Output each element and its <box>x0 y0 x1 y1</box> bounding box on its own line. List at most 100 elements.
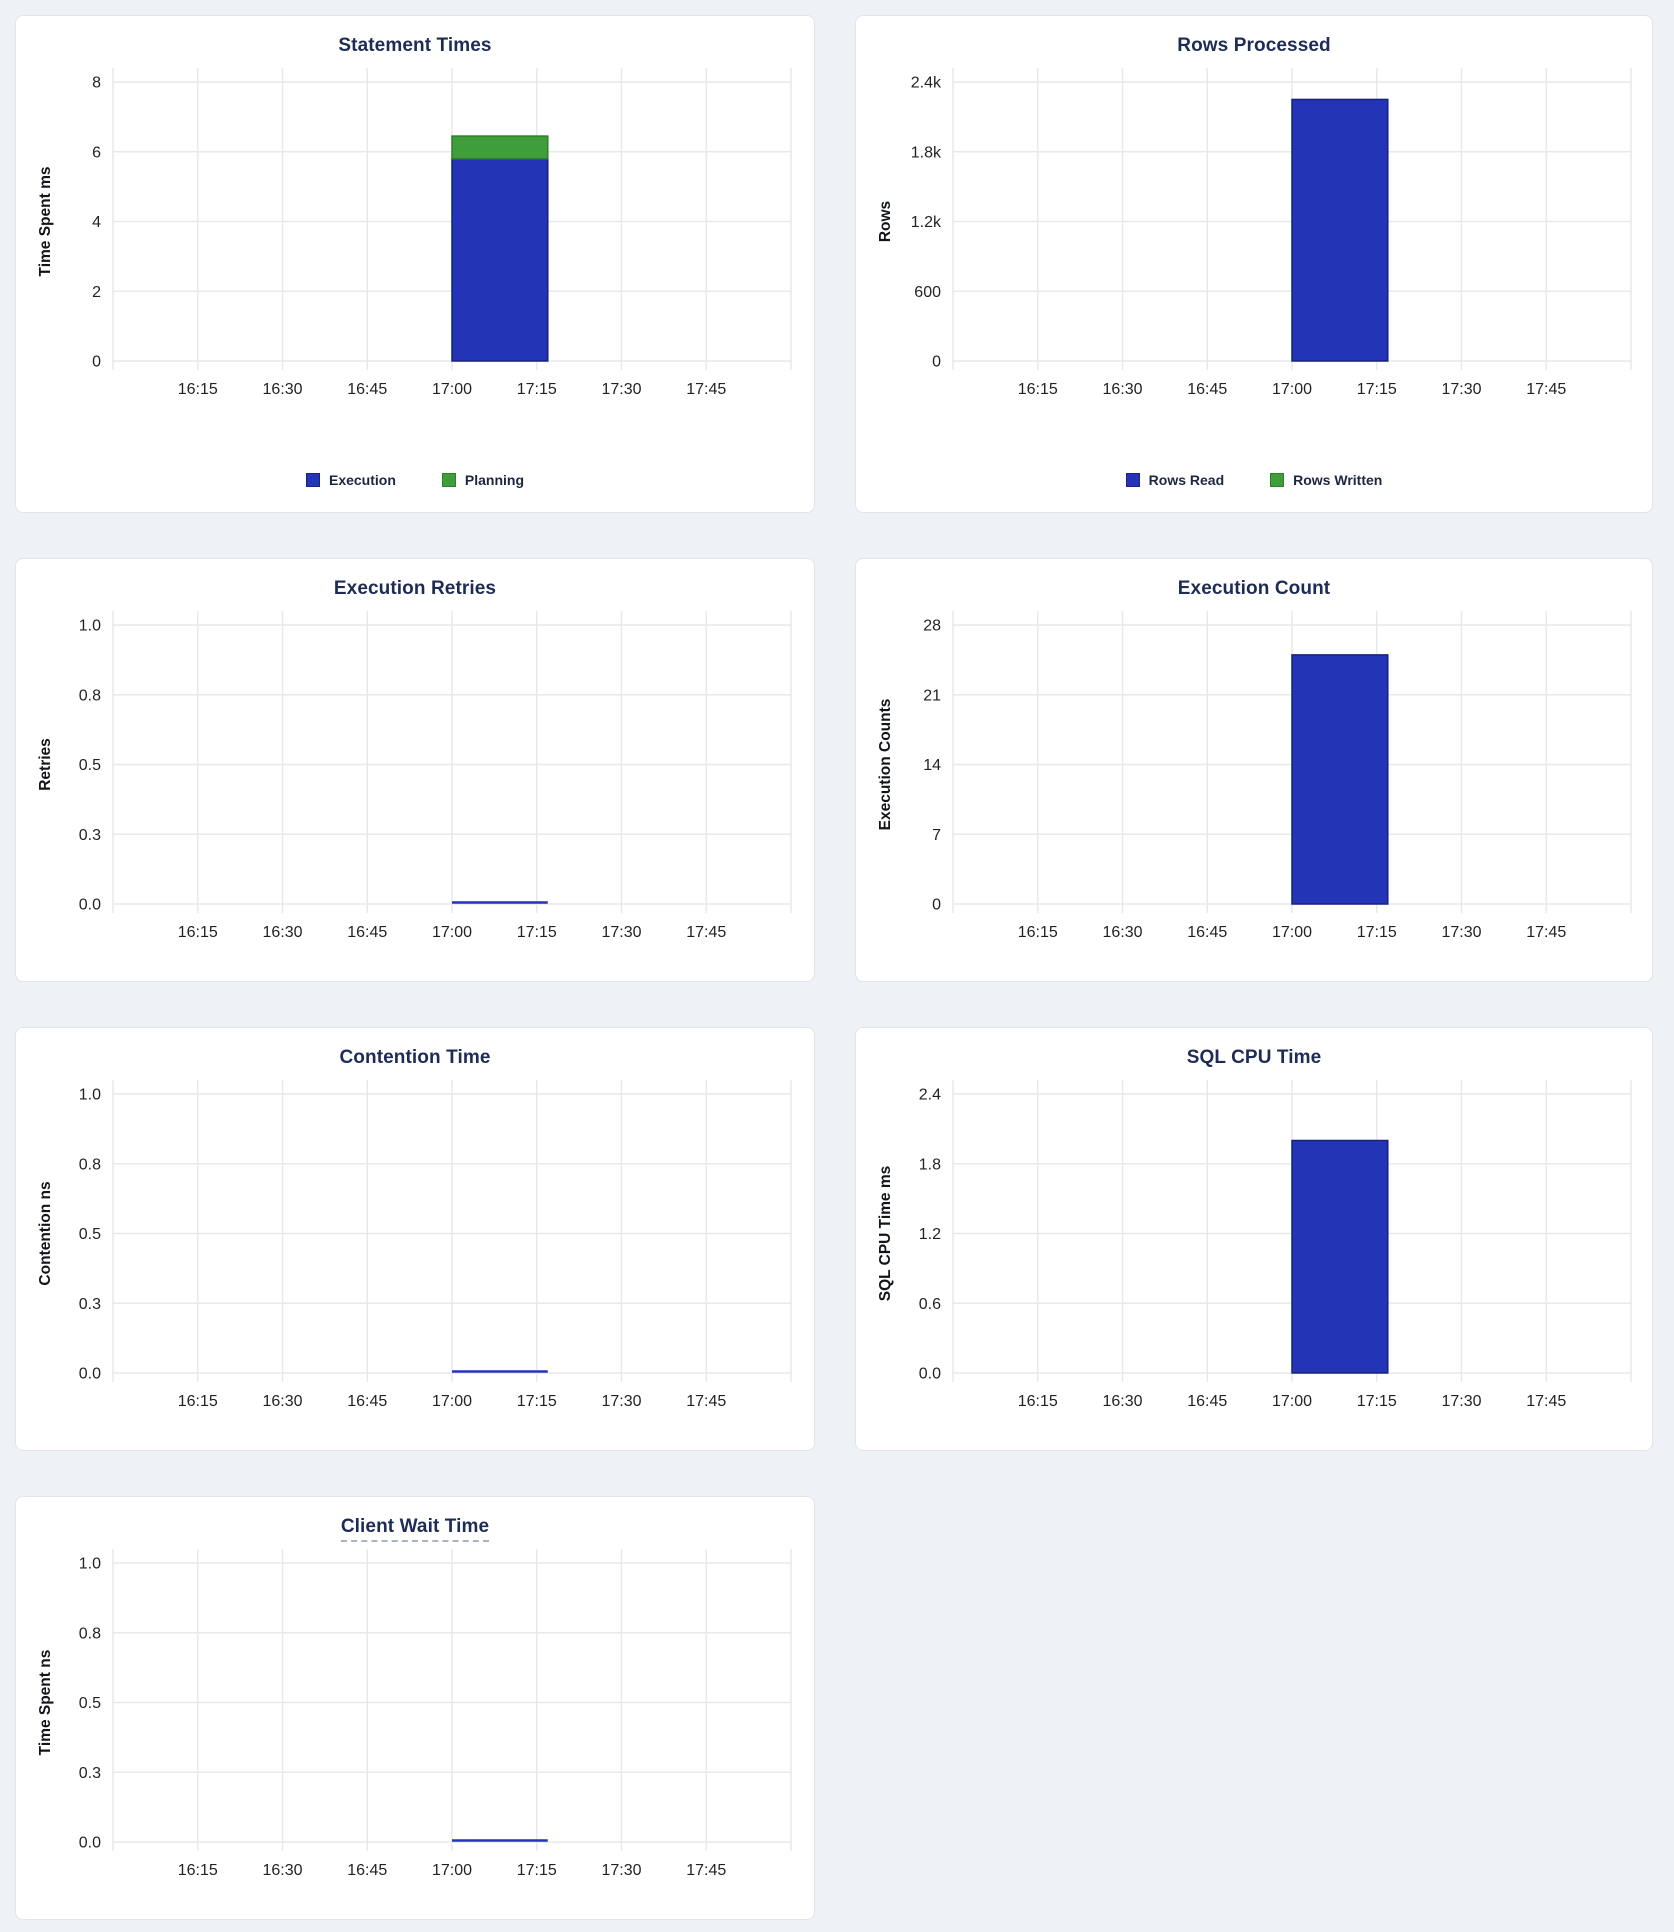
legend-item-planning: Planning <box>441 472 525 488</box>
svg-text:0.3: 0.3 <box>79 827 101 844</box>
chart-title-sql-cpu-time: SQL CPU Time <box>856 1047 1652 1069</box>
legend-item-execution: Execution <box>305 472 396 488</box>
chart-card-execution-count: Execution Count 0 7 14 21 28 16:15 16:30 16:45 1… <box>855 558 1653 982</box>
rows-processed-legend: Rows Read Rows Written <box>856 472 1652 488</box>
svg-text:0.5: 0.5 <box>79 757 101 774</box>
statement-times-plot[interactable]: 0 2 4 6 8 16:15 16:30 16:45 17:00 17:15 17:30 17:45… <box>16 16 814 512</box>
svg-text:17:30: 17:30 <box>1441 924 1481 941</box>
svg-text:16:15: 16:15 <box>1018 924 1058 941</box>
svg-text:16:30: 16:30 <box>262 1393 302 1410</box>
legend-item-rows-written: Rows Written <box>1270 472 1382 488</box>
chart-title-text: Statement Times <box>338 35 492 56</box>
svg-text:Contention ns: Contention ns <box>37 1181 54 1285</box>
legend-label: Execution <box>328 472 396 488</box>
svg-text:0.8: 0.8 <box>79 1156 101 1173</box>
chart-title-client-wait-time: Client Wait Time <box>16 1516 814 1542</box>
legend-label: Rows Written <box>1293 472 1383 488</box>
svg-text:17:00: 17:00 <box>432 381 472 398</box>
svg-text:17:15: 17:15 <box>1357 381 1397 398</box>
svg-text:17:45: 17:45 <box>686 381 726 398</box>
chart-title-text: Client Wait Time <box>340 1516 490 1542</box>
svg-text:Rows: Rows <box>877 201 894 242</box>
svg-text:16:30: 16:30 <box>1102 924 1142 941</box>
rows-processed-plot[interactable]: 0 600 1.2k 1.8k 2.4k 16:15 16:30 16:45 17:00 17:1… <box>856 16 1653 512</box>
svg-text:17:45: 17:45 <box>1526 924 1566 941</box>
execution-count-plot[interactable]: 0 7 14 21 28 16:15 16:30 16:45 17:00 17:15 17:30 17… <box>856 559 1653 981</box>
svg-text:17:00: 17:00 <box>432 924 472 941</box>
svg-text:17:30: 17:30 <box>601 1862 641 1879</box>
svg-text:17:45: 17:45 <box>686 924 726 941</box>
svg-text:17:00: 17:00 <box>1272 924 1312 941</box>
svg-text:17:30: 17:30 <box>1441 1393 1481 1410</box>
svg-text:17:30: 17:30 <box>601 381 641 398</box>
svg-text:17:30: 17:30 <box>601 924 641 941</box>
svg-text:16:15: 16:15 <box>1018 381 1058 398</box>
svg-text:0.0: 0.0 <box>79 897 101 914</box>
svg-text:17:30: 17:30 <box>1441 381 1481 398</box>
svg-text:17:00: 17:00 <box>1272 1393 1312 1410</box>
svg-text:Execution Counts: Execution Counts <box>877 699 894 831</box>
svg-text:17:00: 17:00 <box>1272 381 1312 398</box>
svg-text:16:30: 16:30 <box>1102 381 1142 398</box>
chart-card-statement-times: Statement Times 0 2 4 6 8 16:15 16:30 16:45 17:0… <box>15 15 815 513</box>
svg-text:17:15: 17:15 <box>517 381 557 398</box>
svg-text:0: 0 <box>92 354 101 371</box>
svg-text:16:15: 16:15 <box>178 1862 218 1879</box>
svg-text:0.8: 0.8 <box>79 687 101 704</box>
svg-text:16:45: 16:45 <box>1187 381 1227 398</box>
legend-label: Planning <box>464 472 525 488</box>
chart-card-client-wait-time: Client Wait Time 0.0 0.3 0.5 0.8 1.0 16:15 16:… <box>15 1496 815 1920</box>
chart-title-execution-count: Execution Count <box>856 578 1652 600</box>
legend-item-rows-read: Rows Read <box>1125 472 1225 488</box>
svg-text:4: 4 <box>92 214 101 231</box>
svg-text:1.2k: 1.2k <box>911 214 942 231</box>
svg-text:1.8: 1.8 <box>919 1156 941 1173</box>
svg-text:SQL CPU Time ms: SQL CPU Time ms <box>877 1166 894 1302</box>
svg-text:1.2: 1.2 <box>919 1226 941 1243</box>
chart-title-text: SQL CPU Time <box>1186 1047 1322 1068</box>
svg-text:0: 0 <box>932 897 941 914</box>
svg-text:0.3: 0.3 <box>79 1765 101 1782</box>
chart-card-contention-time: Contention Time 0.0 0.3 0.5 0.8 1.0 16:15 16:3… <box>15 1027 815 1451</box>
chart-title-text: Rows Processed <box>1177 35 1331 56</box>
svg-text:0.5: 0.5 <box>79 1695 101 1712</box>
svg-text:16:30: 16:30 <box>1102 1393 1142 1410</box>
svg-text:6: 6 <box>92 144 101 161</box>
execution-retries-plot[interactable]: 0.0 0.3 0.5 0.8 1.0 16:15 16:30 16:45 17:00 17:15… <box>16 559 814 981</box>
svg-text:16:45: 16:45 <box>1187 1393 1227 1410</box>
svg-text:2.4k: 2.4k <box>911 75 942 92</box>
svg-text:16:30: 16:30 <box>262 1862 302 1879</box>
sql-cpu-time-plot[interactable]: 0.0 0.6 1.2 1.8 2.4 16:15 16:30 16:45 17:00 17:15… <box>856 1028 1653 1450</box>
svg-text:16:15: 16:15 <box>1018 1393 1058 1410</box>
chart-title-rows-processed: Rows Processed <box>856 35 1652 57</box>
svg-text:0.0: 0.0 <box>79 1835 101 1852</box>
svg-text:2: 2 <box>92 284 101 301</box>
svg-text:17:45: 17:45 <box>686 1393 726 1410</box>
legend-swatch-rows-read <box>1125 473 1140 487</box>
svg-text:1.0: 1.0 <box>79 1556 101 1573</box>
svg-text:21: 21 <box>923 687 941 704</box>
svg-text:17:00: 17:00 <box>432 1393 472 1410</box>
legend-label: Rows Read <box>1148 472 1225 488</box>
svg-text:17:45: 17:45 <box>1526 381 1566 398</box>
svg-text:0.6: 0.6 <box>919 1296 941 1313</box>
svg-text:Time Spent ms: Time Spent ms <box>37 167 54 277</box>
svg-text:7: 7 <box>932 827 941 844</box>
svg-text:16:30: 16:30 <box>262 381 302 398</box>
svg-text:17:00: 17:00 <box>432 1862 472 1879</box>
svg-text:17:45: 17:45 <box>686 1862 726 1879</box>
chart-title-contention-time: Contention Time <box>16 1047 814 1069</box>
svg-text:17:15: 17:15 <box>517 924 557 941</box>
svg-text:0: 0 <box>932 354 941 371</box>
svg-text:16:45: 16:45 <box>347 1393 387 1410</box>
svg-text:1.0: 1.0 <box>79 1087 101 1104</box>
svg-text:28: 28 <box>923 618 941 635</box>
client-wait-time-plot[interactable]: 0.0 0.3 0.5 0.8 1.0 16:15 16:30 16:45 17:00 17:15… <box>16 1497 814 1919</box>
chart-title-statement-times: Statement Times <box>16 35 814 57</box>
svg-text:1.8k: 1.8k <box>911 144 942 161</box>
svg-text:0.0: 0.0 <box>919 1366 941 1383</box>
legend-swatch-execution <box>305 473 320 487</box>
contention-time-plot[interactable]: 0.0 0.3 0.5 0.8 1.0 16:15 16:30 16:45 17:00 17:15… <box>16 1028 814 1450</box>
svg-text:0.0: 0.0 <box>79 1366 101 1383</box>
